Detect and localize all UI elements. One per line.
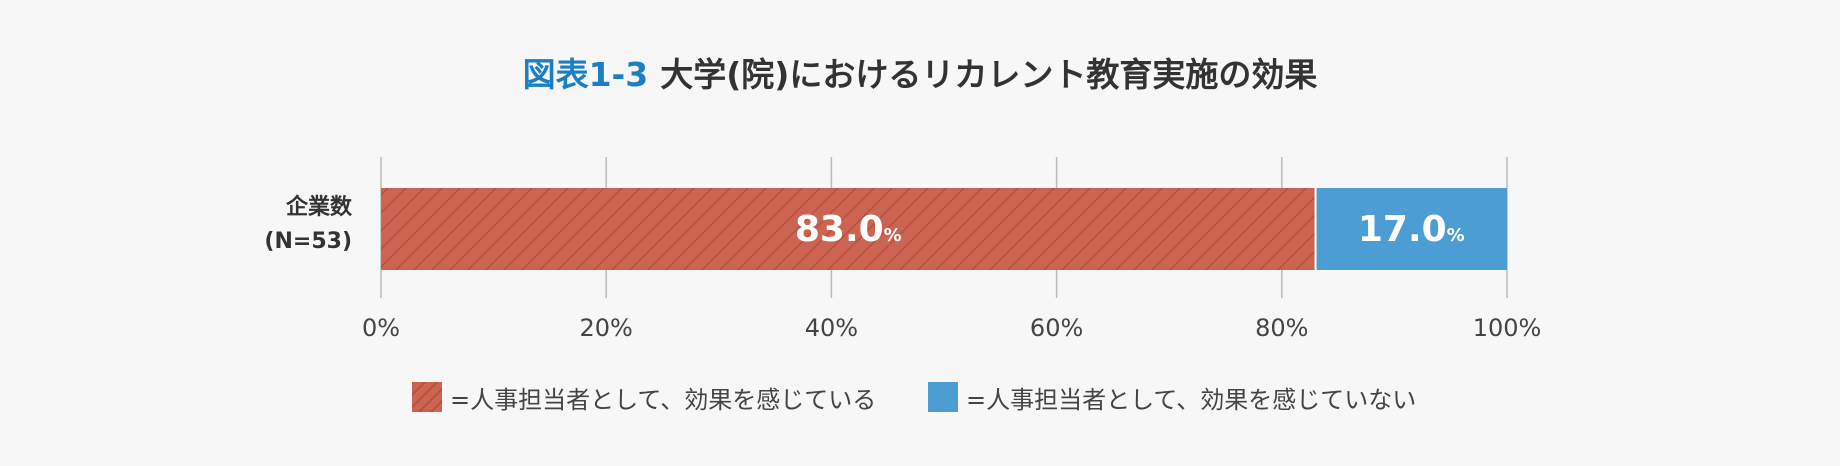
x-tick-label: 100% — [1473, 314, 1542, 342]
labels: 0% 20% 40% 60% 80% 100% 企業数 (N=53) 83.0% 17.0% — [264, 194, 1541, 342]
chart-title: 図表1-3 大学(院)におけるリカレント教育実施の効果 — [0, 48, 1840, 96]
title-text: 大学(院)におけるリカレント教育実施の効果 — [660, 55, 1318, 94]
data-label-effect: 83.0% — [795, 209, 902, 250]
legend-item-no-effect: =人事担当者として、効果を感じていない — [928, 380, 1416, 414]
legend-item-effect: =人事担当者として、効果を感じている — [412, 380, 876, 414]
bars — [381, 188, 1507, 270]
legend-swatch-no-effect — [928, 382, 958, 412]
legend-label-effect: =人事担当者として、効果を感じている — [450, 385, 877, 414]
bar-segment-no-effect — [1315, 188, 1507, 270]
figure-label: 図表1-3 — [522, 55, 649, 94]
data-label-no-effect: 17.0% — [1358, 209, 1465, 250]
category-sublabel: (N=53) — [264, 229, 352, 254]
legend-swatch-effect — [412, 382, 442, 412]
x-tick-label: 40% — [805, 314, 858, 342]
x-tick-label: 0% — [362, 314, 400, 342]
x-tick-label: 60% — [1030, 314, 1083, 342]
bar-segment-effect-hatch — [381, 188, 1316, 270]
x-tick-label: 80% — [1255, 314, 1308, 342]
x-tick-label: 20% — [580, 314, 633, 342]
legend-label-no-effect: =人事担当者として、効果を感じていない — [966, 385, 1417, 414]
category-label: 企業数 — [285, 194, 353, 220]
